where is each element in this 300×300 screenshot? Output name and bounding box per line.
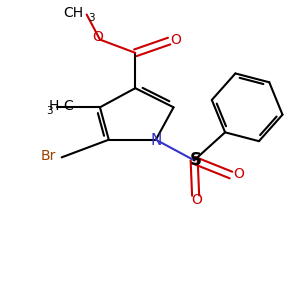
Text: N: N	[150, 133, 162, 148]
Text: O: O	[170, 33, 181, 47]
Text: H: H	[48, 99, 59, 113]
Text: S: S	[190, 151, 202, 169]
Text: CH: CH	[64, 6, 84, 20]
Text: O: O	[92, 30, 103, 44]
Text: 3: 3	[46, 106, 52, 116]
Text: O: O	[233, 167, 244, 181]
Text: 3: 3	[88, 13, 95, 23]
Text: C: C	[63, 99, 73, 113]
Text: Br: Br	[40, 149, 56, 164]
Text: O: O	[191, 193, 202, 207]
